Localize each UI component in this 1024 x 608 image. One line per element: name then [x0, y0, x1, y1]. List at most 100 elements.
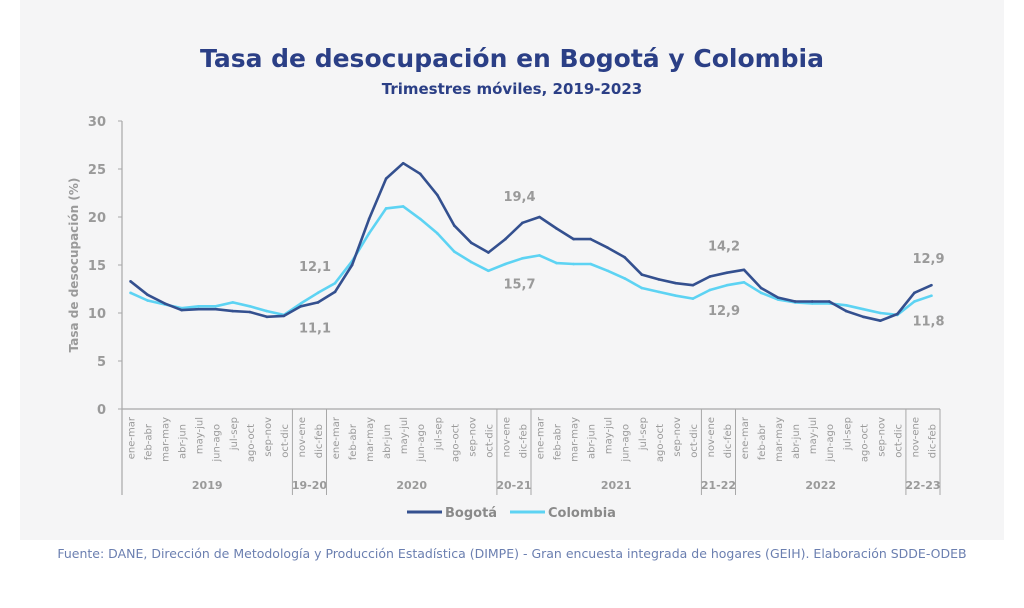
x-tick-label: ene-mar: [331, 416, 342, 459]
data-point: [146, 299, 149, 302]
x-tick-label: nov-ene: [501, 417, 512, 457]
x-tick-label: ago-oct: [859, 424, 870, 462]
x-tick-label: ene-mar: [740, 416, 751, 459]
x-tick-label: nov-ene: [297, 417, 308, 457]
x-tick-label: sep-nov: [876, 417, 887, 457]
data-point: [214, 304, 218, 308]
x-tick-label: abr-jun: [178, 424, 189, 459]
data-point: [333, 290, 337, 294]
data-point: [504, 262, 507, 266]
data-label: 14,2: [708, 240, 740, 255]
data-point: [197, 304, 200, 308]
x-tick-label: jul-sep: [638, 417, 649, 451]
y-tick-label: 20: [88, 211, 106, 226]
data-point: [231, 301, 235, 304]
data-point: [896, 312, 899, 316]
x-tick-label: abr-jun: [587, 424, 598, 459]
data-point: [844, 304, 848, 307]
x-tick-label: may-jul: [195, 417, 206, 454]
group-label: 21-22: [701, 479, 736, 492]
data-point: [316, 291, 320, 295]
data-point: [623, 277, 627, 280]
x-tick-label: mar-may: [161, 417, 172, 462]
data-point: [146, 293, 149, 297]
x-tick-label: feb-abr: [553, 423, 564, 460]
y-tick-label: 30: [88, 115, 106, 130]
data-point: [844, 309, 848, 313]
data-label: 19,4: [503, 190, 535, 205]
data-point: [793, 300, 797, 303]
legend-label: Colombia: [548, 506, 616, 521]
x-tick-label: may-jul: [399, 417, 410, 454]
x-tick-label: feb-abr: [144, 423, 155, 460]
data-point: [470, 260, 473, 264]
data-point: [487, 269, 490, 273]
data-point: [521, 221, 524, 225]
x-tick-label: ene-mar: [536, 416, 547, 459]
series-line-colombia: [129, 205, 932, 317]
data-point: [470, 241, 473, 245]
x-tick-label: jul-sep: [842, 417, 853, 451]
x-tick-label: dic-feb: [518, 424, 529, 458]
data-point: [350, 263, 354, 267]
y-tick-label: 25: [88, 163, 106, 178]
group-label: 19-20: [292, 479, 328, 492]
data-label: 15,7: [503, 277, 535, 292]
data-point: [299, 304, 303, 308]
data-point: [418, 217, 422, 221]
data-point: [862, 307, 865, 311]
data-point: [930, 283, 933, 287]
data-point: [674, 294, 678, 298]
data-point: [589, 262, 592, 266]
chart-subtitle: Trimestres móviles, 2019-2023: [381, 80, 643, 98]
data-point: [708, 275, 712, 278]
data-point: [691, 297, 695, 300]
data-point: [316, 301, 320, 304]
group-label: 2019: [192, 479, 223, 492]
x-tick-label: oct-dic: [484, 424, 495, 458]
data-point: [572, 262, 575, 266]
data-point: [810, 300, 814, 303]
x-tick-label: may-jul: [808, 417, 819, 454]
data-point: [435, 193, 439, 197]
x-tick-label: mar-may: [365, 417, 376, 462]
data-point: [453, 250, 456, 253]
data-point: [163, 302, 166, 305]
data-point: [435, 232, 439, 235]
data-point: [384, 207, 388, 210]
data-point: [555, 261, 558, 265]
data-point: [930, 294, 933, 298]
data-label: 11,8: [912, 315, 944, 330]
x-tick-label: jun-ago: [212, 424, 223, 463]
x-tick-label: dic-feb: [723, 424, 734, 458]
data-point: [333, 281, 337, 285]
data-label: 12,9: [912, 252, 944, 267]
y-tick-label: 10: [88, 307, 106, 322]
y-tick-label: 15: [88, 259, 106, 274]
x-tick-label: nov-ene: [910, 417, 921, 457]
data-point: [538, 254, 541, 257]
data-point: [691, 283, 695, 287]
x-tick-label: feb-abr: [757, 423, 768, 460]
data-point: [367, 217, 371, 221]
data-point: [265, 309, 269, 313]
data-point: [453, 224, 456, 227]
x-tick-label: sep-nov: [467, 417, 478, 457]
data-point: [913, 300, 916, 303]
x-tick-label: dic-feb: [314, 424, 325, 458]
x-tick-label: jul-sep: [433, 417, 444, 451]
chart-panel: [20, 0, 1004, 540]
y-tick-label: 0: [97, 403, 106, 418]
x-tick-label: may-jul: [604, 417, 615, 454]
data-point: [180, 308, 183, 312]
data-point: [504, 237, 507, 241]
data-point: [231, 309, 235, 313]
data-point: [401, 161, 405, 165]
x-tick-label: ago-oct: [246, 424, 257, 462]
x-tick-label: oct-dic: [280, 424, 291, 458]
series-line-bogot: [129, 161, 933, 322]
data-point: [401, 205, 405, 208]
group-label: 2020: [396, 479, 427, 492]
data-point: [521, 256, 524, 260]
x-tick-label: sep-nov: [263, 417, 274, 457]
